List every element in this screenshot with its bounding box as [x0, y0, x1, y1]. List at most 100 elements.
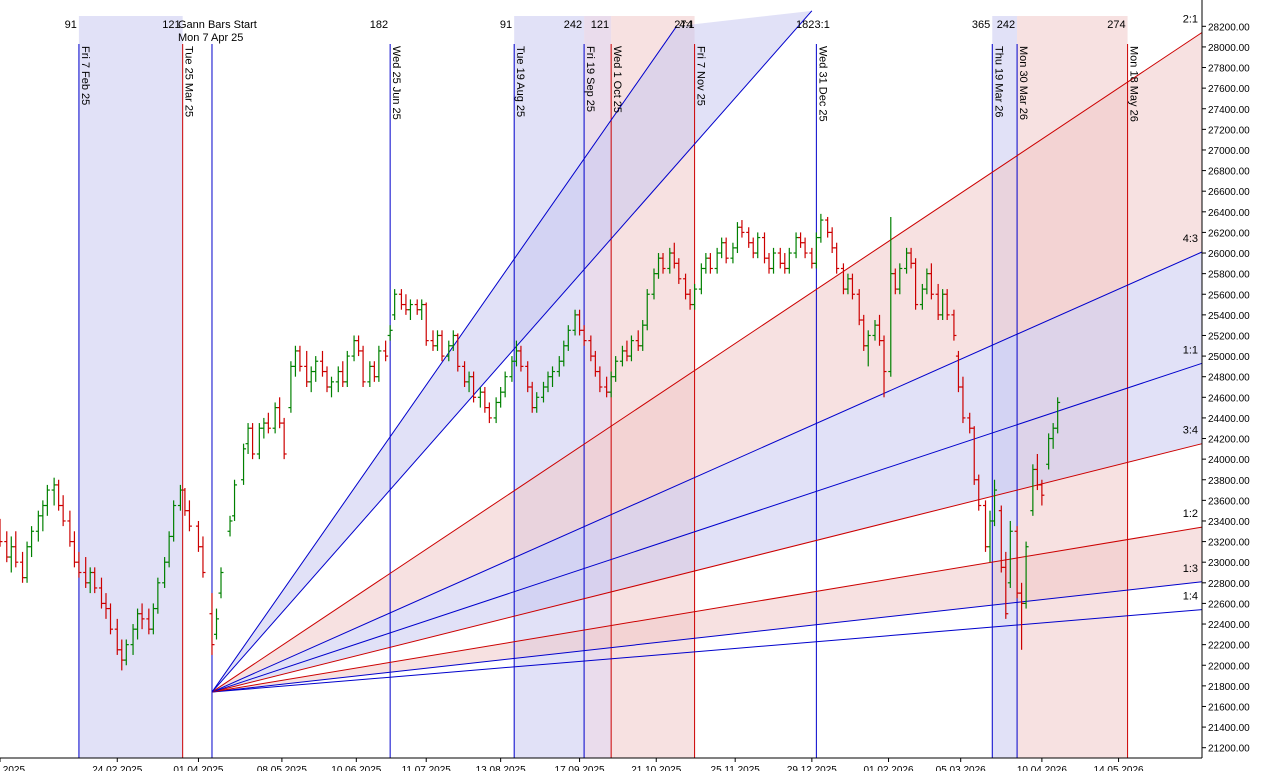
- fan-line-label: 3:1: [815, 19, 830, 31]
- fan-line: [211, 10, 813, 693]
- price-tick-label: 25400.00: [1208, 311, 1250, 322]
- price-tick-label: 21400.00: [1208, 723, 1250, 734]
- time-axis-bg: [0, 758, 1264, 771]
- ohlc-bar: [13, 531, 19, 568]
- ohlc-bar: [297, 345, 303, 372]
- ohlc-bar: [108, 603, 114, 635]
- price-axis-bg: [1202, 0, 1264, 771]
- ohlc-bar: [200, 536, 206, 578]
- price-tick-label: 25000.00: [1208, 352, 1250, 363]
- time-band: [78, 16, 183, 758]
- fan-line-label: 1:4: [1183, 591, 1198, 603]
- ohlc-bar: [707, 253, 713, 274]
- vertical-line-date: Fri 7 Nov 25: [695, 46, 707, 106]
- time-tick-label: 10.04.2026: [1017, 765, 1067, 771]
- vertical-line-date: Tue 25 Mar 25: [183, 46, 195, 117]
- time-tick-label: 29.12.2025: [787, 765, 837, 771]
- ohlc-bar: [360, 345, 366, 387]
- price-tick-label: 22200.00: [1208, 641, 1250, 652]
- ohlc-bar: [329, 376, 335, 398]
- ohlc-bar: [502, 371, 508, 398]
- ohlc-bar: [250, 423, 256, 460]
- price-tick-label: 27600.00: [1208, 84, 1250, 95]
- ohlc-bar: [897, 263, 903, 295]
- chart-labels: 91 Fri 7 Feb 25 121 Tue 25 Mar 25 182 Wed 25 …: [65, 13, 1198, 602]
- price-tick-label: 24800.00: [1208, 373, 1250, 384]
- ohlc-bar: [849, 273, 855, 300]
- ohlc-bar: [171, 500, 177, 542]
- vertical-line-count: 242: [564, 19, 582, 31]
- vertical-line-count: 365: [972, 19, 990, 31]
- ohlc-bar: [376, 345, 382, 382]
- price-tick-label: 23800.00: [1208, 476, 1250, 487]
- ohlc-bar: [423, 302, 429, 346]
- ohlc-bar: [1003, 551, 1009, 619]
- ohlc-bar: [92, 567, 98, 594]
- ohlc-bar: [455, 333, 461, 372]
- price-tick-label: 26400.00: [1208, 208, 1250, 219]
- fan-line: [211, 609, 1203, 693]
- vertical-line-date: Mon 30 Mar 26: [1017, 46, 1029, 120]
- ohlc-bar: [344, 350, 350, 387]
- ohlc-bar: [628, 335, 634, 362]
- ohlc-bar: [139, 603, 145, 630]
- ohlc-bar: [1039, 479, 1045, 506]
- vertical-line-count: 121: [162, 19, 180, 31]
- vertical-line-count: 182: [796, 19, 814, 31]
- time-tick-label: 01.01.2025: [0, 765, 25, 771]
- ohlc-bar: [232, 479, 238, 521]
- time-tick-label: 24.02.2025: [92, 765, 142, 771]
- time-tick-label: 11.07.2025: [402, 765, 452, 771]
- time-tick-label: 14.05.2026: [1094, 765, 1144, 771]
- price-tick-label: 22800.00: [1208, 579, 1250, 590]
- price-tick-label: 26600.00: [1208, 187, 1250, 198]
- ohlc-bar: [818, 213, 824, 243]
- gann-start-date: Mon 7 Apr 25: [178, 32, 243, 44]
- ohlc-bar: [392, 289, 398, 321]
- ohlc-bar: [913, 258, 919, 310]
- price-tick-label: 22600.00: [1208, 599, 1250, 610]
- ohlc-bar: [186, 500, 192, 532]
- vertical-line-date: Thu 19 Mar 26: [992, 46, 1004, 118]
- ohlc-bar: [755, 232, 761, 259]
- price-tick-label: 27800.00: [1208, 64, 1250, 75]
- ohlc-bar: [692, 283, 698, 310]
- time-tick-label: 01.04.2025: [173, 765, 223, 771]
- price-tick-label: 24600.00: [1208, 393, 1250, 404]
- fan-line-label: 4:3: [1183, 233, 1198, 245]
- price-tick-label: 25200.00: [1208, 331, 1250, 342]
- ohlc-bar: [218, 567, 224, 599]
- time-tick-label: 01.02.2026: [864, 765, 914, 771]
- ohlc-bar: [581, 325, 587, 346]
- price-tick-label: 25600.00: [1208, 290, 1250, 301]
- price-axis[interactable]: 21200.00 21400.00 21600.00 21800.00 22000.00…: [1201, 0, 1264, 771]
- ohlc-bar: [387, 325, 393, 341]
- vertical-line-count: 274: [674, 19, 692, 31]
- ohlc-bar: [550, 366, 556, 387]
- ohlc-bar: [597, 366, 603, 393]
- ohlc-bar: [723, 237, 729, 264]
- price-tick-label: 23400.00: [1208, 517, 1250, 528]
- price-tick-label: 27200.00: [1208, 125, 1250, 136]
- ohlc-bar: [613, 356, 619, 382]
- ohlc-bar: [928, 263, 934, 300]
- ohlc-bar: [213, 608, 219, 640]
- price-tick-label: 26200.00: [1208, 228, 1250, 239]
- ohlc-bar: [486, 402, 492, 424]
- ohlc-bar: [802, 237, 808, 259]
- price-tick-label: 22000.00: [1208, 661, 1250, 672]
- vertical-line-date: Wed 31 Dec 25: [816, 46, 828, 122]
- time-axis[interactable]: 01.01.2025 24.02.2025 01.04.2025 08.05.2025…: [0, 757, 1264, 771]
- ohlc-bar: [660, 253, 666, 274]
- price-tick-label: 23000.00: [1208, 558, 1250, 569]
- ohlc-bar: [1007, 520, 1013, 588]
- fan-line: [211, 251, 1203, 693]
- price-tick-label: 23600.00: [1208, 496, 1250, 507]
- ohlc-bar: [565, 325, 571, 351]
- ohlc-bar: [944, 289, 950, 321]
- ohlc-bar: [471, 371, 477, 403]
- fan-line-label: 4:1: [679, 19, 694, 31]
- price-tick-label: 27400.00: [1208, 105, 1250, 116]
- ohlc-bar: [76, 551, 82, 578]
